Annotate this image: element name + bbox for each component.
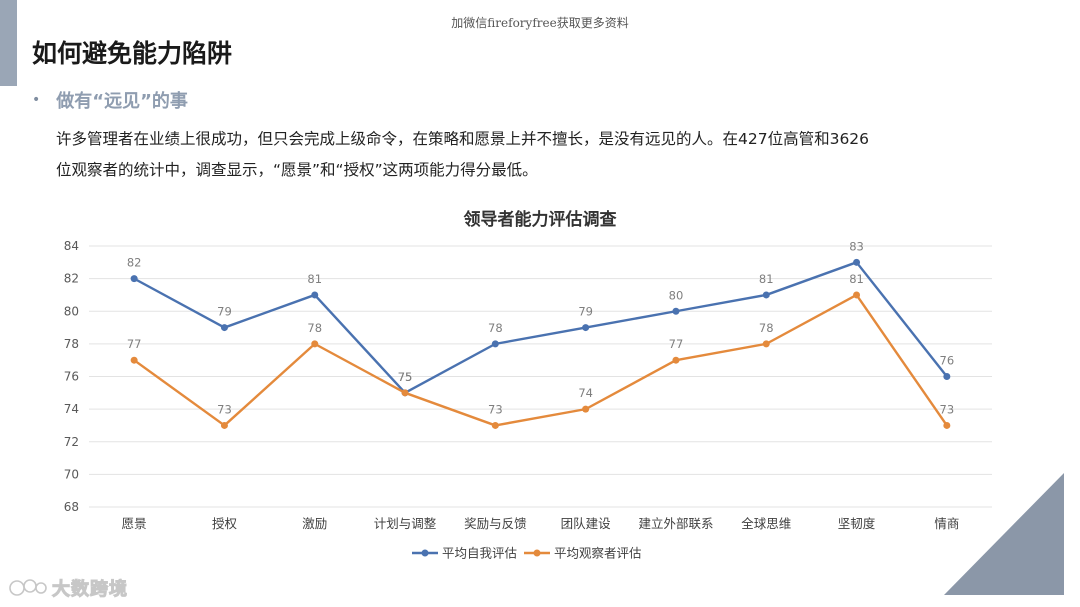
data-label: 81 [849,272,864,286]
y-tick-label: 74 [64,402,79,416]
data-point [762,291,770,299]
chart-title: 领导者能力评估调查 [463,210,617,230]
data-point [130,356,138,364]
bullet-row: • 做有“远见”的事 [32,87,188,113]
data-point [491,421,499,429]
subheading: 做有“远见”的事 [56,91,188,112]
x-tick-label: 奖励与反馈 [464,516,527,531]
data-label: 78 [759,321,774,335]
y-tick-label: 80 [64,304,79,318]
data-point [130,275,138,283]
data-label: 73 [488,402,503,416]
watermark-text: 大数跨境 [52,579,128,601]
header-note: 加微信fireforyfree获取更多资料 [451,16,629,30]
x-tick-label: 激励 [302,516,327,531]
legend-marker-1 [421,549,429,557]
x-tick-label: 坚韧度 [838,516,876,531]
data-label: 78 [488,321,503,335]
x-tick-label: 全球思维 [741,516,791,531]
data-point [762,340,770,348]
data-label: 73 [217,402,232,416]
data-label: 76 [940,354,955,368]
x-tick-label: 建立外部联系 [638,516,713,531]
data-point [220,421,228,429]
y-tick-label: 68 [64,500,79,514]
data-label: 83 [849,239,864,253]
page-title: 如何避免能力陷阱 [32,39,233,68]
x-tick-label: 计划与调整 [374,516,437,531]
data-point [582,324,590,332]
data-point [401,389,409,397]
data-label: 78 [307,321,322,335]
data-point [220,324,228,332]
data-label: 79 [217,305,232,319]
data-label: 77 [669,337,684,351]
legend-label-1: 平均自我评估 [442,546,517,561]
data-label: 80 [669,288,684,302]
y-tick-label: 70 [64,467,79,481]
data-label: 74 [578,386,593,400]
data-point [311,291,319,299]
data-point [672,356,680,364]
watermark-logo-icon [9,579,47,596]
data-label: 75 [398,370,413,384]
body-paragraph-line-1: 许多管理者在业绩上很成功，但只会完成上级命令，在策略和愿景上并不擅长，是没有远见… [56,130,870,148]
body-paragraph: 许多管理者在业绩上很成功，但只会完成上级命令，在策略和愿景上并不擅长，是没有远见… [56,124,996,186]
data-point [491,340,499,348]
left-accent-bar [0,0,17,86]
y-tick-label: 78 [64,337,79,351]
data-point [853,258,861,266]
y-tick-label: 84 [64,239,79,253]
series-line-2 [133,293,948,427]
watermark: 大数跨境 [8,575,128,601]
data-point [943,373,951,380]
x-tick-label: 团队建设 [561,516,612,531]
y-tick-label: 76 [64,370,79,384]
legend-label-2: 平均观察者评估 [554,546,642,561]
data-label: 81 [307,272,322,286]
data-point [311,340,319,348]
data-label: 79 [578,305,593,319]
data-label: 73 [940,402,955,416]
corner-triangle-decoration [944,473,1064,595]
data-point [582,405,590,413]
bullet-icon: • [32,92,41,108]
data-label: 77 [127,337,142,351]
data-label: 81 [759,272,774,286]
x-tick-label: 愿景 [122,516,147,531]
body-paragraph-line-2: 位观察者的统计中，调查显示，“愿景”和“授权”这两项能力得分最低。 [56,161,538,179]
y-tick-label: 72 [64,435,79,449]
data-label: 82 [127,256,142,270]
y-tick-label: 82 [64,272,79,286]
data-point [943,421,951,429]
series-line-1 [133,261,948,395]
data-point [672,307,680,315]
data-label: 75 [398,370,413,384]
x-tick-label: 授权 [212,516,238,531]
data-point [853,291,861,299]
legend-marker-2 [533,549,541,557]
